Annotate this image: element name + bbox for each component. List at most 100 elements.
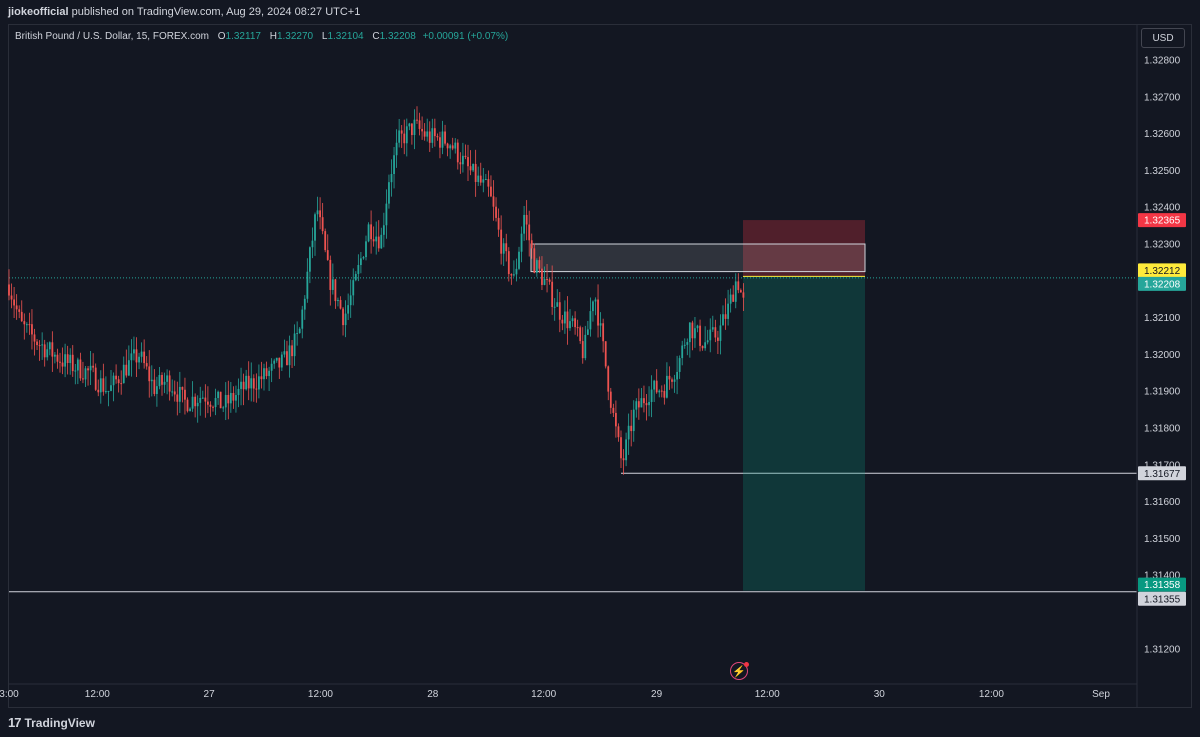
candle-body xyxy=(54,354,56,357)
candle-body xyxy=(385,203,388,226)
candle-body xyxy=(632,409,635,432)
candle xyxy=(643,385,645,413)
price-tag: 1.32208 xyxy=(1138,276,1186,291)
candle xyxy=(617,423,620,442)
candle-body xyxy=(395,142,398,156)
low-label: L xyxy=(321,31,328,42)
candle xyxy=(569,309,571,331)
candle-body xyxy=(135,349,138,363)
candle xyxy=(84,365,87,388)
candle xyxy=(599,312,602,337)
author-name[interactable]: jiokeofficial xyxy=(8,6,69,18)
price-tag-bg xyxy=(1138,276,1186,291)
candle-body xyxy=(69,354,72,364)
candle xyxy=(495,197,497,222)
candle xyxy=(250,362,253,402)
candle xyxy=(615,400,617,438)
candle-body xyxy=(681,345,684,359)
candle-body xyxy=(64,354,66,367)
price-tick-label: 1.31700 xyxy=(1144,460,1181,471)
candle-body xyxy=(138,356,140,363)
candle-body xyxy=(413,119,416,136)
candle-body xyxy=(530,240,533,249)
tradingview-logo[interactable]: 17 TradingView xyxy=(8,715,95,730)
candle-body xyxy=(421,128,423,132)
symbol-name[interactable]: British Pound / U.S. Dollar, 15, FOREX.c… xyxy=(15,31,209,42)
candle-body xyxy=(709,329,712,341)
candle-body xyxy=(686,342,689,345)
price-tag-label: 1.32365 xyxy=(1144,216,1181,227)
candle xyxy=(411,123,413,145)
candle xyxy=(433,118,436,147)
candle-body xyxy=(541,268,543,285)
candle xyxy=(168,370,171,401)
candle xyxy=(456,139,459,170)
candle-body xyxy=(105,391,107,393)
candle xyxy=(278,357,281,379)
candle xyxy=(316,196,319,222)
candle xyxy=(408,122,411,131)
candle-body xyxy=(207,401,209,405)
candle-body xyxy=(704,342,707,349)
candle xyxy=(484,173,487,181)
candle xyxy=(156,376,158,407)
candle xyxy=(704,326,707,351)
candle xyxy=(23,313,26,340)
candle xyxy=(176,381,179,416)
price-tick-label: 1.31900 xyxy=(1144,387,1181,398)
candle xyxy=(189,407,191,412)
candle-body xyxy=(204,397,207,402)
candle xyxy=(110,369,112,392)
candle xyxy=(431,118,434,149)
candle xyxy=(207,386,209,414)
candle xyxy=(395,129,398,168)
candle xyxy=(107,390,110,407)
candle xyxy=(260,361,263,389)
candle xyxy=(462,142,464,173)
candle xyxy=(140,342,143,363)
candle xyxy=(579,325,582,344)
time-tick-label: 27 xyxy=(204,689,216,700)
candle xyxy=(574,311,576,335)
candle xyxy=(497,208,500,237)
candle xyxy=(622,449,625,475)
price-tag: 1.32365 xyxy=(1138,213,1186,228)
price-tick-label: 1.32100 xyxy=(1144,313,1181,324)
candle-body xyxy=(615,412,617,427)
candle xyxy=(377,220,380,252)
candle-body xyxy=(666,375,668,398)
currency-button[interactable]: USD xyxy=(1141,28,1185,48)
candle xyxy=(688,322,691,358)
candle-body xyxy=(454,142,457,149)
candle-body xyxy=(676,371,678,380)
candle-body xyxy=(153,379,156,394)
candle-body xyxy=(474,164,477,182)
candle xyxy=(217,390,219,405)
lightning-icon[interactable]: ⚡ xyxy=(730,662,749,680)
candle-body xyxy=(569,321,571,329)
candle xyxy=(18,305,21,319)
candle xyxy=(686,338,689,356)
position-target-zone xyxy=(743,276,865,591)
candle xyxy=(232,386,235,409)
candle-body xyxy=(362,257,365,259)
candle-body xyxy=(416,119,418,121)
candle-body xyxy=(161,375,163,385)
candle-body xyxy=(510,274,513,276)
time-tick-label: Sep xyxy=(1092,689,1110,700)
candle xyxy=(436,133,439,141)
candle xyxy=(372,226,375,247)
candle xyxy=(242,373,245,406)
candle-body xyxy=(694,328,696,339)
candle-body xyxy=(260,376,263,380)
candle xyxy=(449,143,452,159)
candle xyxy=(589,297,592,337)
candle-body xyxy=(462,155,464,165)
candle xyxy=(701,345,704,351)
time-tick-label: 12:00 xyxy=(755,689,780,700)
candle xyxy=(163,372,166,394)
candle xyxy=(82,361,84,384)
candle-body xyxy=(446,143,449,149)
candle xyxy=(446,142,449,157)
